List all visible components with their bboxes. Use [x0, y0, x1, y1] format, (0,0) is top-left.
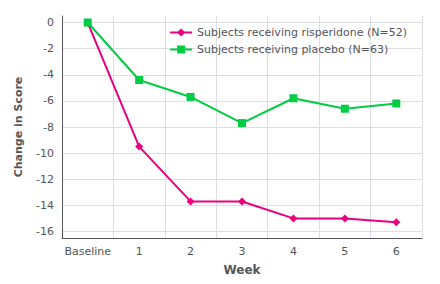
- svg-text:5: 5: [341, 245, 348, 258]
- svg-text:4: 4: [290, 245, 297, 258]
- svg-text:1: 1: [136, 245, 143, 258]
- svg-text:-4: -4: [43, 68, 54, 81]
- svg-text:0: 0: [47, 16, 54, 29]
- svg-text:Change in Score: Change in Score: [12, 77, 25, 178]
- svg-text:Baseline: Baseline: [64, 245, 111, 258]
- svg-text:Subjects receiving placebo (N=: Subjects receiving placebo (N=63): [197, 43, 388, 56]
- svg-text:-10: -10: [36, 147, 54, 160]
- svg-text:-6: -6: [43, 94, 54, 107]
- svg-text:6: 6: [393, 245, 400, 258]
- svg-text:-16: -16: [36, 225, 54, 238]
- svg-text:2: 2: [187, 245, 194, 258]
- svg-text:-14: -14: [36, 199, 54, 212]
- svg-text:Subjects receiving risperidone: Subjects receiving risperidone (N=52): [197, 26, 407, 39]
- svg-text:-2: -2: [43, 42, 54, 55]
- svg-text:-8: -8: [43, 121, 54, 134]
- svg-text:-12: -12: [36, 173, 54, 186]
- svg-text:Week: Week: [223, 263, 261, 277]
- svg-text:3: 3: [239, 245, 246, 258]
